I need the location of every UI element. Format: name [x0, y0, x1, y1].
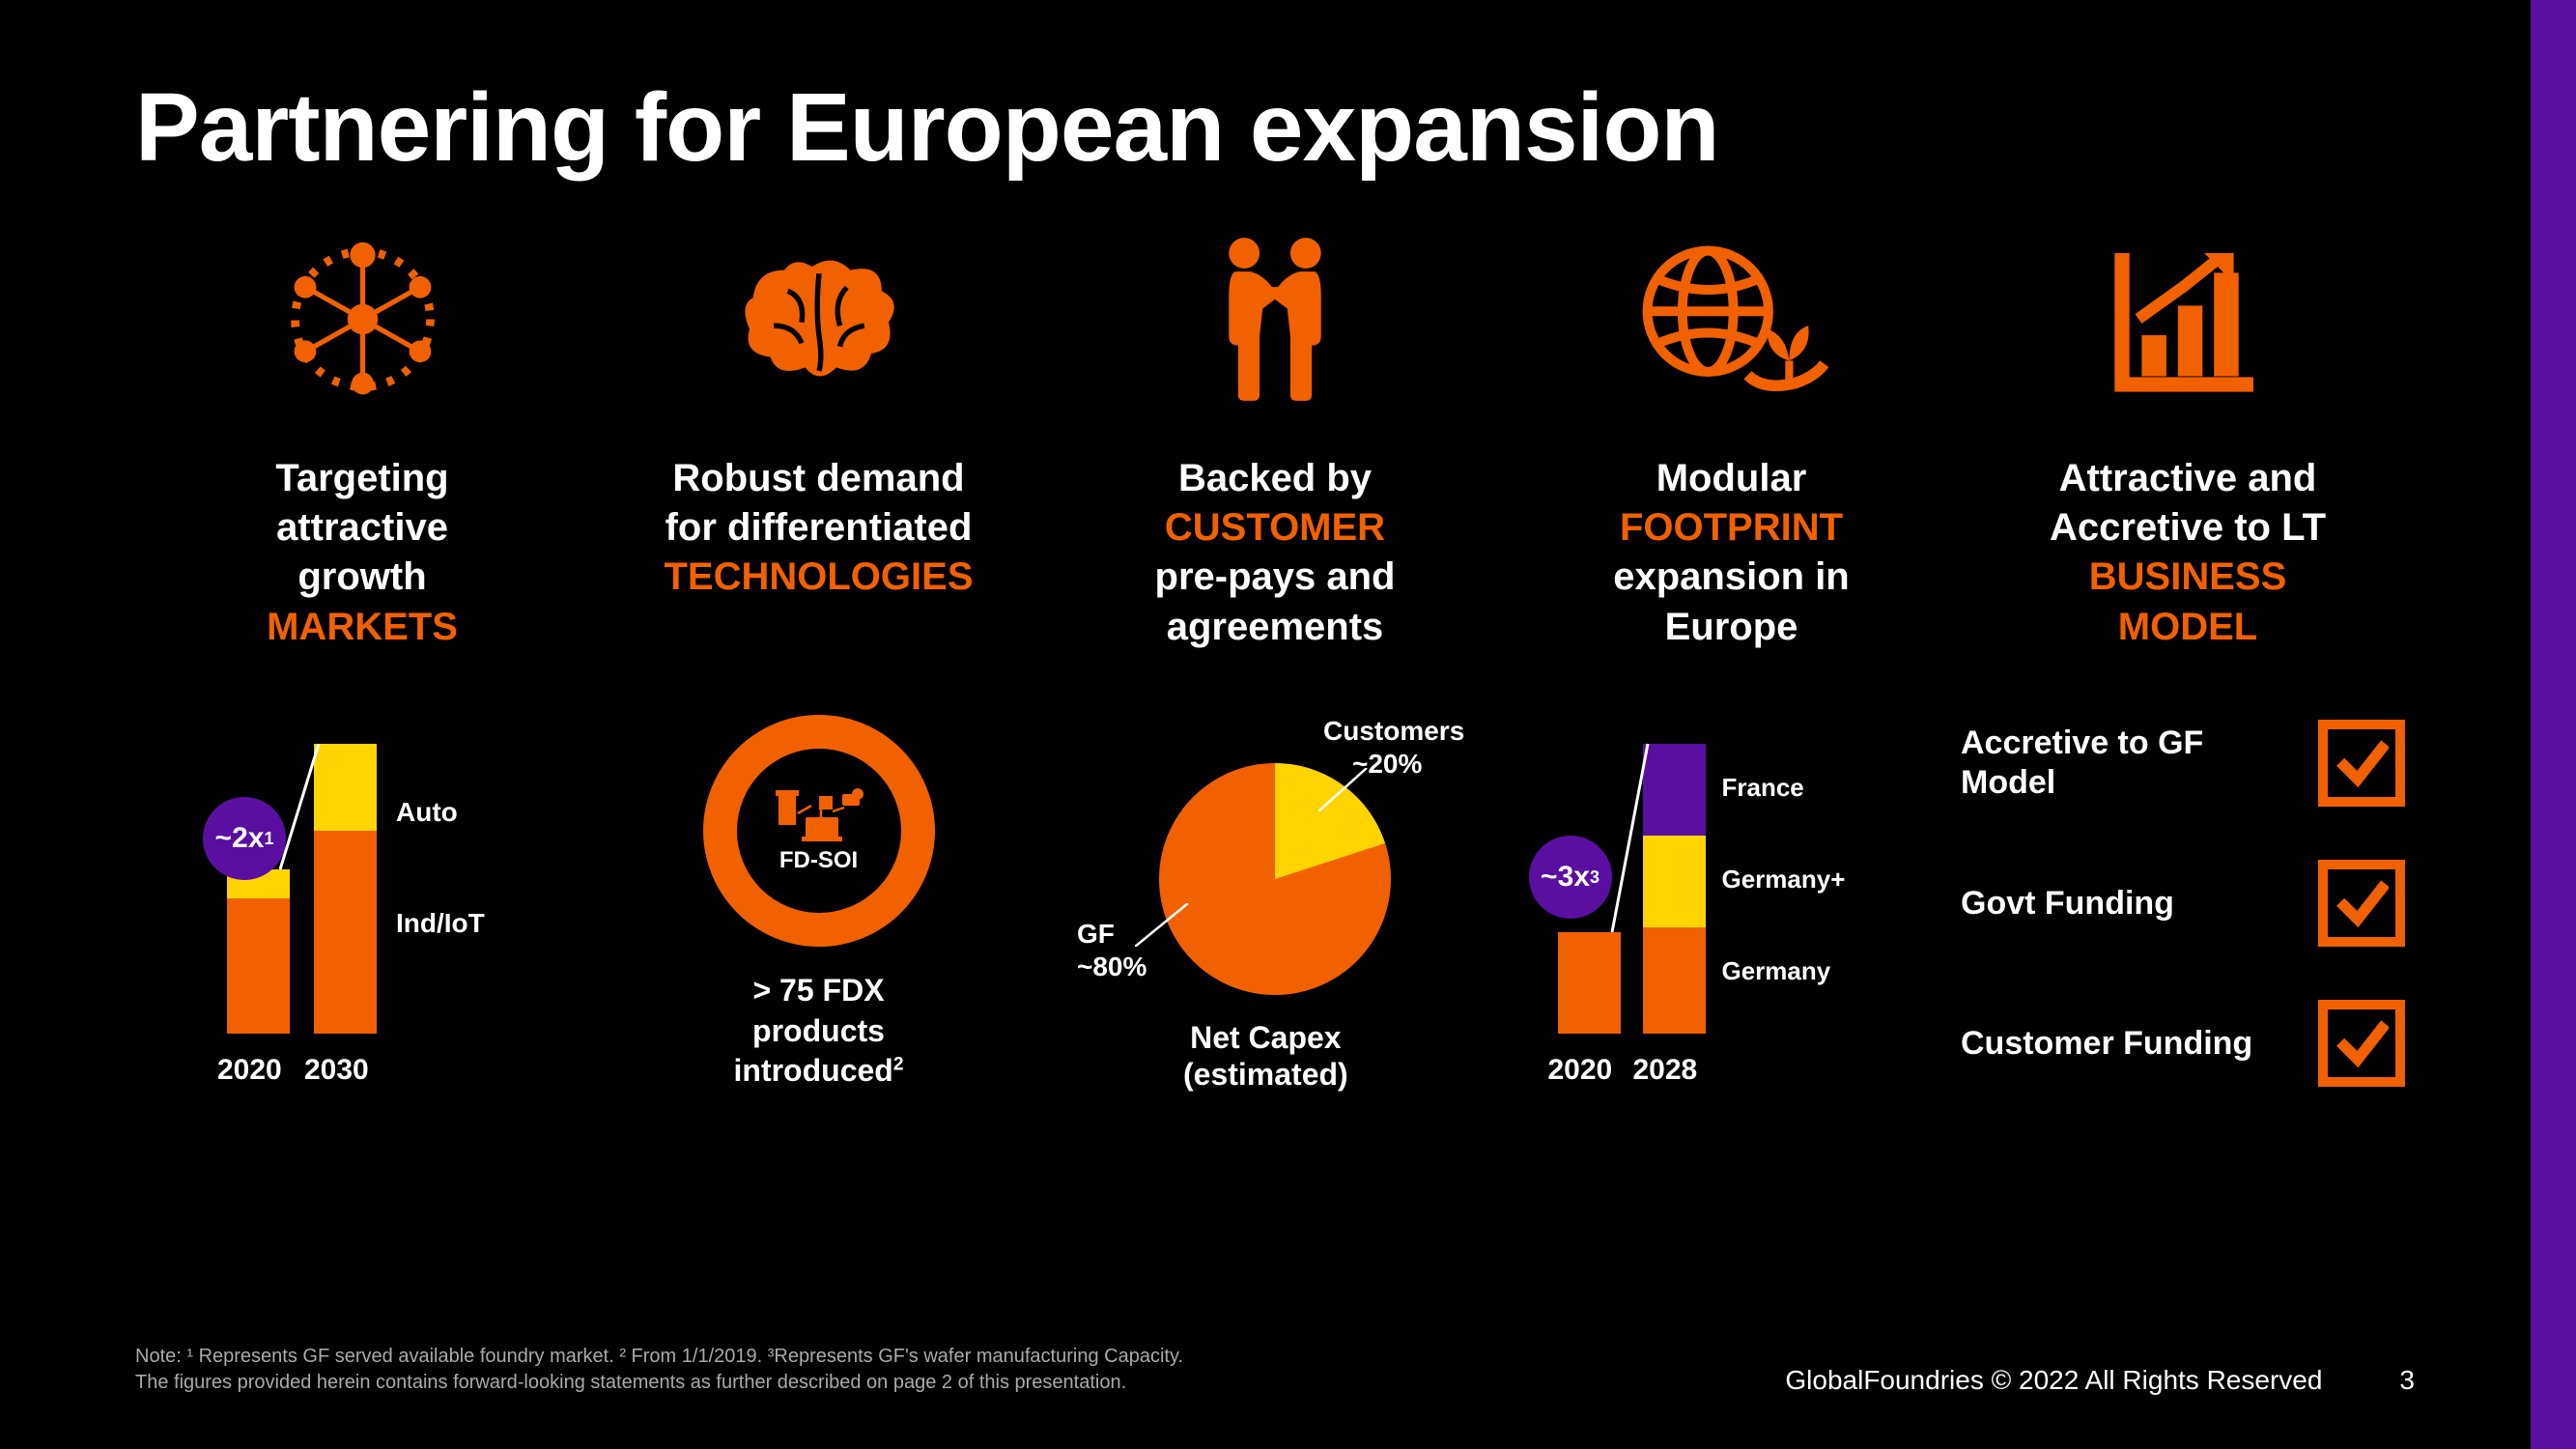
purple-sidebar [2531, 0, 2576, 1449]
legend-indiot: Ind/IoT [396, 908, 485, 939]
pie-label-customers: Customers [1323, 716, 1464, 746]
chart-business-model: Accretive to GF Model Govt Funding Custo… [1961, 667, 2415, 1111]
legend-germanyplus: Germany+ [1722, 865, 1846, 895]
ring-subtitle: > 75 FDX products introduced2 [734, 971, 904, 1092]
column: Robust demandfor differentiatedTECHNOLOG… [592, 217, 1046, 657]
growth-badge: ~2x1 [203, 797, 286, 880]
axis-label: 2028 [1633, 1054, 1698, 1087]
pie-label-gf: GF [1077, 919, 1115, 949]
devices-icon [773, 788, 864, 841]
chart-technologies: FD-SOI > 75 FDX products introduced2 [592, 667, 1046, 1111]
icon-row: TargetingattractivegrowthMARKETS Robust … [135, 217, 2415, 657]
check-text: Customer Funding [1961, 1024, 2252, 1064]
bar-2020 [227, 869, 290, 1034]
page-number: 3 [2399, 1365, 2415, 1396]
growth-badge: ~3x3 [1529, 836, 1612, 919]
column-label: Robust demandfor differentiatedTECHNOLOG… [664, 454, 973, 657]
chart-row: ~2x1 2020 2030 Auto Ind/IoT [135, 667, 2415, 1111]
handshake-icon [1198, 217, 1352, 420]
check-icon [2318, 860, 2405, 947]
chart-markets: ~2x1 2020 2030 Auto Ind/IoT [135, 667, 589, 1111]
bars-chart-1: ~2x1 2020 2030 Auto Ind/IoT [188, 720, 536, 1087]
column-label: Backed byCUSTOMERpre-pays andagreements [1155, 454, 1396, 657]
check-icon [2318, 1000, 2405, 1087]
bar-2030 [314, 744, 377, 1034]
axis-label: 2030 [304, 1054, 369, 1087]
footer: Note: ¹ Represents GF served available f… [135, 1344, 2415, 1396]
column: ModularFOOTPRINTexpansion inEurope [1505, 217, 1959, 657]
legend-germany: Germany [1722, 956, 1831, 986]
chart-customer: Customers ~20% GF ~80% Net Capex (estima… [1048, 667, 1502, 1111]
column: Backed byCUSTOMERpre-pays andagreements [1048, 217, 1502, 657]
slide: Partnering for European expansion Target… [0, 0, 2531, 1449]
bar-2020 [1558, 932, 1621, 1034]
ring-label: FD-SOI [779, 847, 858, 874]
column-label: TargetingattractivegrowthMARKETS [267, 454, 458, 657]
check-text: Govt Funding [1961, 884, 2174, 923]
network-icon [278, 217, 447, 420]
chart-footprint: ~3x3 2020 2028 France Germany+ Germany [1505, 667, 1959, 1111]
legend-france: France [1722, 773, 1804, 803]
footnote: Note: ¹ Represents GF served available f… [135, 1344, 1183, 1396]
check-icon [2318, 720, 2405, 807]
net-capex-pie: Customers ~20% GF ~80% Net Capex (estima… [1072, 720, 1478, 1087]
axis-label: 2020 [217, 1054, 282, 1087]
page-title: Partnering for European expansion [135, 77, 2415, 179]
column-label: ModularFOOTPRINTexpansion inEurope [1613, 454, 1850, 657]
column: Attractive andAccretive to LTBUSINESSMOD… [1961, 217, 2415, 657]
axis-label: 2020 [1548, 1054, 1613, 1087]
fdsoi-ring: FD-SOI [703, 715, 935, 947]
check-row: Accretive to GF Model [1961, 720, 2405, 807]
check-list: Accretive to GF Model Govt Funding Custo… [1961, 720, 2415, 1087]
pie-caption: Net Capex [1190, 1020, 1342, 1055]
column-label: Attractive andAccretive to LTBUSINESSMOD… [2050, 454, 2326, 657]
check-row: Customer Funding [1961, 1000, 2405, 1087]
growth-chart-icon [2106, 217, 2270, 420]
bars-chart-4: ~3x3 2020 2028 France Germany+ Germany [1529, 720, 1935, 1087]
brain-icon [732, 217, 906, 420]
check-text: Accretive to GF Model [1961, 724, 2289, 803]
copyright: GlobalFoundries © 2022 All Rights Reserv… [1785, 1365, 2322, 1396]
bar-2028 [1643, 744, 1706, 1034]
column: TargetingattractivegrowthMARKETS [135, 217, 589, 657]
legend-auto: Auto [396, 797, 458, 828]
globe-plant-icon [1635, 217, 1828, 420]
check-row: Govt Funding [1961, 860, 2405, 947]
